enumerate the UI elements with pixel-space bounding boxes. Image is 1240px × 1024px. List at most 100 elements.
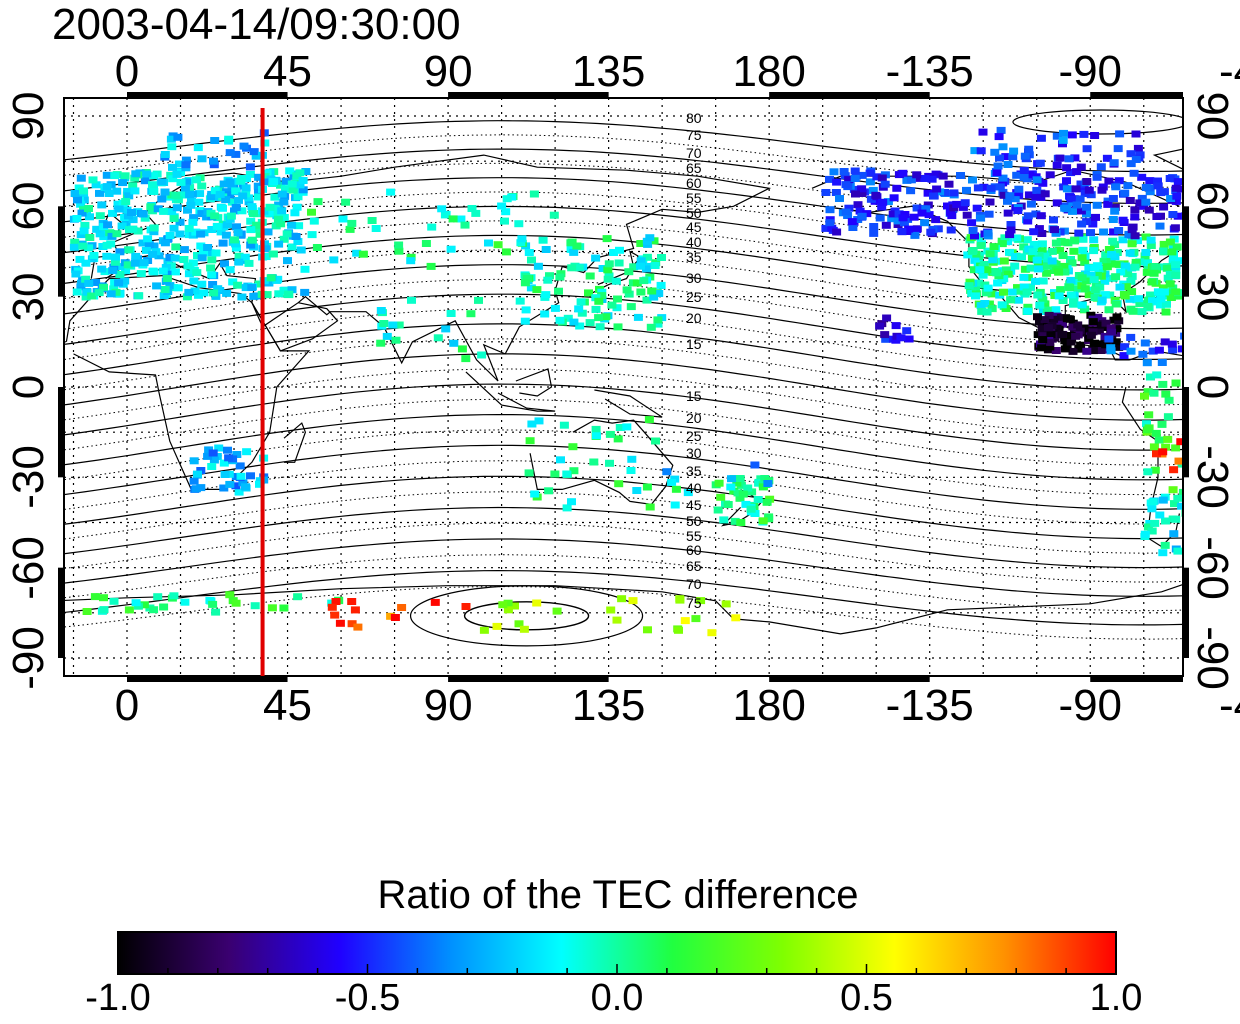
tec-pixel [1173, 494, 1183, 502]
tec-pixel [142, 170, 152, 178]
tec-pixel [933, 225, 943, 233]
tec-pixel [1052, 324, 1062, 332]
tec-pixel [242, 448, 252, 456]
tec-pixel [603, 266, 613, 274]
tec-pixel [175, 230, 185, 238]
tec-pixel [203, 452, 213, 460]
tec-pixel [213, 285, 223, 293]
tec-pixel [193, 252, 202, 259]
tec-pixel [1066, 291, 1076, 299]
tec-pixel [999, 288, 1008, 296]
tec-pixel [1123, 182, 1133, 190]
tec-pixel [1106, 344, 1116, 352]
tec-pixel [844, 204, 854, 212]
tec-pixel [158, 267, 168, 275]
tec-pixel [525, 437, 535, 445]
tec-pixel [1125, 295, 1135, 303]
tec-pixel [1052, 199, 1062, 207]
tec-pixel [1019, 273, 1029, 281]
tec-pixel [187, 197, 196, 205]
tec-pixel [1027, 254, 1037, 262]
tec-pixel [613, 323, 623, 331]
tec-pixel [1088, 220, 1098, 228]
tec-pixel [162, 275, 172, 282]
tec-pixel [170, 254, 180, 262]
tec-pixel [1060, 345, 1070, 353]
tec-pixel [188, 259, 198, 267]
tec-pixel [1168, 486, 1178, 494]
tec-pixel [95, 212, 105, 220]
tec-pixel [603, 275, 613, 283]
tec-pixel [1153, 177, 1162, 185]
tec-pixel [189, 214, 199, 222]
tec-pixel [71, 270, 81, 278]
tec-pixel [1013, 207, 1023, 214]
tec-pixel [871, 191, 881, 199]
contour-label: 35 [686, 249, 702, 265]
tec-pixel [1075, 327, 1085, 335]
tec-pixel [1160, 338, 1170, 346]
tec-pixel [287, 243, 297, 251]
tec-pixel [1088, 318, 1098, 326]
tec-pixel [255, 189, 265, 197]
top-longitude-tick: 90 [423, 47, 473, 96]
tec-pixel [76, 174, 86, 182]
right-latitude-tick: -60 [1188, 535, 1237, 600]
tec-pixel [973, 184, 983, 192]
tec-pixel [1190, 513, 1199, 520]
magnetic-latitude-contour [64, 368, 1183, 436]
bottom-longitude-tick: 0 [114, 681, 140, 730]
tec-pixel [1171, 515, 1181, 523]
tec-pixel [169, 224, 179, 232]
tec-pixel [1040, 190, 1050, 198]
tec-pixel [1146, 291, 1155, 299]
tec-pixel [972, 204, 982, 212]
tec-pixel [597, 292, 607, 300]
tec-pixel [674, 626, 683, 634]
tec-pixel [821, 224, 831, 232]
tec-pixel [541, 291, 551, 299]
tec-pixel [1058, 252, 1068, 259]
tec-pixel [741, 500, 751, 508]
tec-pixel [79, 196, 89, 204]
tec-pixel [574, 305, 584, 313]
tec-pixel [498, 601, 508, 609]
tec-pixel [1028, 248, 1038, 256]
tec-pixel [902, 327, 912, 335]
tec-pixel [594, 314, 604, 322]
tec-pixel [968, 227, 978, 234]
coastline [1121, 386, 1180, 548]
tec-pixel [178, 191, 187, 199]
tec-pixel [184, 225, 194, 232]
tec-pixel [214, 444, 224, 452]
tec-pixel [575, 322, 585, 330]
tec-pixel [898, 214, 908, 222]
tec-pixel [79, 227, 89, 235]
tec-pixel [307, 231, 317, 239]
contour-label: 50 [686, 205, 702, 221]
tec-pixel [230, 236, 239, 244]
tec-pixel [1068, 323, 1078, 331]
tec-pixel [983, 284, 993, 292]
tec-pixel [1090, 132, 1100, 139]
tec-pixel [95, 230, 105, 238]
tec-pixel [252, 221, 262, 229]
tec-pixel [157, 178, 167, 186]
tec-pixel [1035, 301, 1045, 309]
tec-pixel [269, 178, 279, 186]
tec-pixel [1090, 339, 1099, 347]
tec-pixel [736, 519, 746, 526]
tec-pixel [999, 191, 1009, 199]
tec-pixel [1076, 341, 1086, 349]
tec-pixel [970, 147, 980, 155]
tec-pixel [591, 425, 601, 433]
tec-pixel [111, 253, 120, 261]
tec-pixel [1054, 268, 1064, 276]
tec-pixel [391, 336, 401, 344]
tec-pixel [992, 169, 1002, 177]
tec-pixel [138, 210, 148, 218]
tec-pixel [1111, 260, 1121, 268]
tec-pixel [964, 282, 974, 290]
tec-pixel [996, 126, 1006, 134]
tec-pixel [1052, 132, 1062, 140]
